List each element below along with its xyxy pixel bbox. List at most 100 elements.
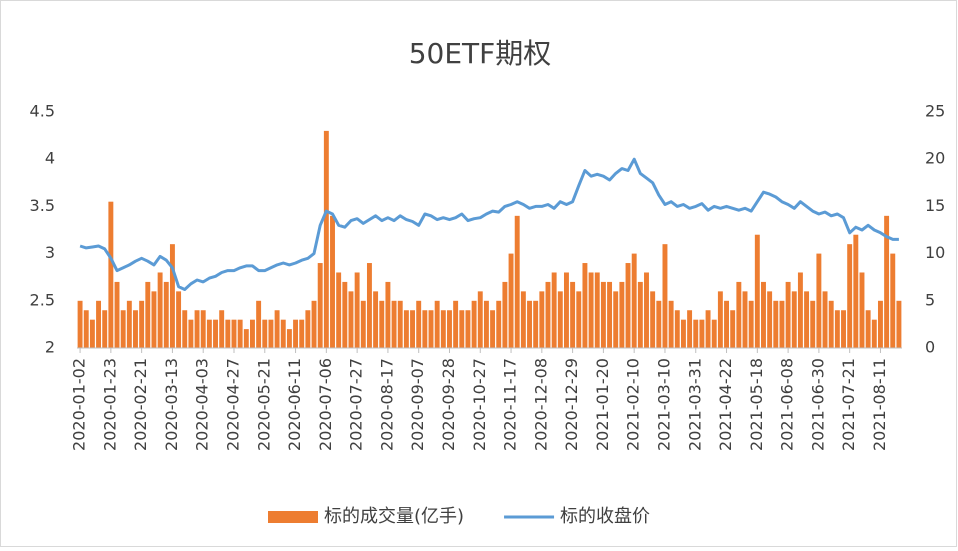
bar [471,300,477,348]
bar [674,310,680,348]
bar [600,281,606,348]
x-tick-label: 2020-10-27 [470,358,489,451]
bar [157,272,163,348]
bar [323,130,329,348]
bar [834,310,840,348]
bar [108,201,114,348]
bar [527,300,532,348]
bar [366,263,372,348]
bar [563,272,569,348]
bar [816,253,822,348]
price-line [79,157,899,291]
y2-tick-label: 20 [925,149,945,168]
bar [477,291,483,348]
bar [354,272,360,348]
bar [243,329,249,348]
bar [797,272,803,348]
y-tick-label: 2 [45,338,55,357]
bar [810,300,816,348]
bar [644,272,649,348]
bar [336,272,342,348]
x-tick-label: 2020-05-21 [254,358,273,451]
bar [133,310,138,348]
bar [859,272,865,348]
bar [557,291,563,348]
bar [742,291,748,348]
bar [607,281,613,348]
bar [779,300,785,348]
x-tick-label: 2021-06-30 [808,358,827,451]
bar [730,310,736,348]
x-tick-label: 2020-01-02 [70,358,89,451]
bar [77,300,83,348]
bar [410,310,416,348]
bar [182,310,188,348]
bar [139,300,145,348]
y-tick-label: 2.5 [30,290,55,309]
bar [545,281,551,348]
bar [268,319,274,348]
y-tick-label: 4.5 [30,102,55,121]
bar [619,281,625,348]
bar [551,272,557,348]
x-tick-label: 2020-09-28 [439,358,458,451]
bar [865,310,871,348]
bar [699,319,705,348]
bar [483,300,489,348]
bar [200,310,206,348]
bar [114,281,120,348]
bar [280,319,286,348]
x-tick-label: 2020-08-17 [377,358,396,451]
bar [434,300,440,348]
bar [428,310,434,348]
bar [416,300,422,348]
bar [736,281,742,348]
bar [514,215,520,348]
bar [754,234,760,348]
bar [348,291,354,348]
bar [89,319,95,348]
bar [785,281,791,348]
x-tick-label: 2020-12-08 [531,358,550,451]
bar [871,319,877,348]
bar [804,291,810,348]
bar [791,291,797,348]
y-tick-label: 3 [45,243,55,262]
bar [693,319,699,348]
bar [748,300,754,348]
x-tick-label: 2021-03-31 [685,358,704,451]
bar [422,310,428,348]
x-tick-label: 2020-04-27 [223,358,242,451]
bar [120,310,126,348]
bar [896,300,902,348]
bar [311,300,317,348]
bar [83,310,89,348]
bar [373,291,379,348]
bar [96,300,102,348]
y2-tick-label: 10 [925,243,945,262]
x-tick-label: 2020-12-29 [562,358,581,451]
y2-tick-label: 5 [925,290,935,309]
bar [397,300,403,348]
bar [570,281,576,348]
bar [680,319,686,348]
legend-label: 标的成交量(亿手) [324,506,464,527]
bar [594,272,600,348]
bar [317,263,323,348]
bar [447,310,452,348]
bar [668,300,674,348]
bar [151,291,157,348]
x-tick-label: 2021-03-10 [654,358,673,451]
bar [231,319,237,348]
x-tick-label: 2020-07-06 [316,358,335,451]
x-tick-label: 2021-02-10 [624,358,643,451]
bar [453,300,459,348]
y2-tick-label: 0 [925,338,935,357]
bar [877,300,883,348]
bar [724,300,729,348]
bar [767,291,773,348]
bar [440,310,446,348]
bar [219,310,225,348]
